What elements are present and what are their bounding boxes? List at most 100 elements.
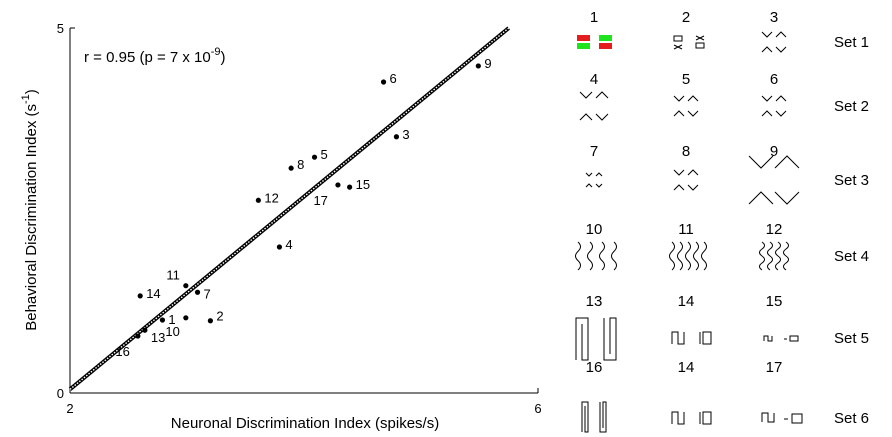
- stimulus-number: 6: [770, 71, 778, 88]
- icon-stroke: [673, 169, 685, 191]
- data-point: [380, 79, 387, 85]
- data-point: [194, 289, 201, 295]
- icon-stroke: [761, 31, 773, 53]
- point-label: 17: [313, 193, 327, 208]
- icon-patch: [577, 35, 590, 41]
- icon-stroke: [677, 241, 683, 271]
- icon-stroke: [687, 95, 699, 117]
- data-point: [135, 333, 141, 339]
- set-label: Set 6: [834, 410, 869, 427]
- stimulus-number: 11: [678, 221, 694, 238]
- stimulus-number: 4: [590, 71, 598, 88]
- icon-stroke: [761, 95, 773, 117]
- point-label: 16: [115, 344, 129, 359]
- data-point: [347, 184, 353, 190]
- point-label: 10: [165, 324, 179, 339]
- set-label: Set 5: [834, 330, 869, 347]
- point-label: 14: [146, 286, 160, 301]
- x-axis-label: Neuronal Discrimination Index (spikes/s): [171, 415, 439, 432]
- point-label: 4: [285, 237, 292, 252]
- data-point: [288, 165, 294, 171]
- stimulus-number: 14: [678, 293, 695, 310]
- stimulus-number: 3: [770, 9, 778, 26]
- annotation-tail: ): [221, 49, 226, 66]
- stimulus-number: 1: [590, 9, 598, 26]
- icon-stroke: [775, 31, 787, 53]
- data-point: [255, 197, 261, 203]
- data-point: [475, 63, 481, 69]
- stimulus-number: 16: [586, 359, 603, 376]
- point-label: 9: [484, 56, 491, 71]
- icon-stroke: [699, 411, 712, 425]
- point-label: 8: [297, 157, 304, 172]
- icon-stroke: [687, 169, 699, 191]
- y-axis-label: Behavioral Discrimination Index (s-1): [20, 89, 40, 331]
- icon-stroke: [669, 241, 675, 271]
- point-label: 12: [264, 190, 278, 205]
- icon-stroke: [775, 95, 787, 117]
- set-label: Set 2: [834, 98, 869, 115]
- data-point: [335, 182, 341, 188]
- icon-stroke: [587, 241, 593, 271]
- x-tick-label: 6: [534, 401, 541, 416]
- stimulus-number: 14: [678, 359, 695, 376]
- point-label: 2: [216, 309, 223, 324]
- icon-stroke: [774, 155, 800, 205]
- y-tick-label: 0: [57, 386, 64, 401]
- y-label-text: Behavioral Discrimination Index (s: [23, 104, 40, 331]
- y-label-tail: ): [23, 89, 40, 94]
- point-label: 3: [402, 127, 409, 142]
- stimulus-number: 9: [770, 143, 778, 160]
- point-label: 5: [321, 147, 328, 162]
- point-label: 6: [390, 71, 397, 86]
- data-point: [142, 327, 148, 333]
- point-label: 1: [168, 312, 175, 327]
- stimulus-number: 13: [586, 293, 603, 310]
- icon-stroke: [701, 241, 707, 271]
- annotation-text: r = 0.95 (p = 7 x 10: [84, 49, 211, 66]
- data-point: [159, 317, 166, 323]
- set-label: Set 4: [834, 248, 869, 265]
- icon-stroke: [767, 241, 773, 271]
- icon-stroke: [671, 411, 685, 425]
- stimulus-number: 17: [766, 359, 783, 376]
- annotation-sup: -9: [211, 46, 221, 58]
- icon-stroke: [784, 413, 803, 424]
- icon-stroke: [595, 172, 603, 188]
- y-tick-label: 5: [57, 21, 64, 36]
- icon-stroke: [599, 401, 607, 433]
- stimulus-number: 8: [682, 143, 690, 160]
- data-point: [207, 318, 213, 324]
- point-label: 13: [151, 330, 165, 345]
- y-label-sup: -1: [20, 94, 32, 104]
- icon-stroke: [783, 241, 789, 271]
- icon-stroke: [599, 241, 605, 271]
- icon-stroke: [784, 335, 799, 342]
- icon-stroke: [699, 331, 712, 345]
- stimulus-number: 12: [766, 221, 783, 238]
- icon-patch: [599, 43, 612, 49]
- data-point: [183, 283, 189, 289]
- data-point: [393, 134, 400, 140]
- point-label: 7: [204, 286, 211, 301]
- icon-stroke: [611, 241, 617, 271]
- icon-stroke: [693, 241, 699, 271]
- icon-stroke: [761, 412, 775, 423]
- stimulus-number: 15: [766, 293, 783, 310]
- icon-stroke: [581, 401, 589, 433]
- data-point: [276, 244, 283, 250]
- icon-stroke: [759, 241, 765, 271]
- annotation: r = 0.95 (p = 7 x 10-9): [84, 46, 226, 66]
- icon-stroke: [595, 91, 609, 121]
- set-label: Set 1: [834, 34, 869, 51]
- icon-patch: [599, 35, 612, 41]
- icon-stroke: [579, 91, 593, 121]
- set-label: Set 3: [834, 172, 869, 189]
- stimulus-icons: [575, 31, 803, 433]
- icon-stroke: [775, 241, 781, 271]
- icon-stroke: [575, 317, 589, 361]
- icon-stroke: [763, 335, 773, 342]
- point-label: 15: [356, 177, 370, 192]
- x-tick-label: 2: [66, 401, 73, 416]
